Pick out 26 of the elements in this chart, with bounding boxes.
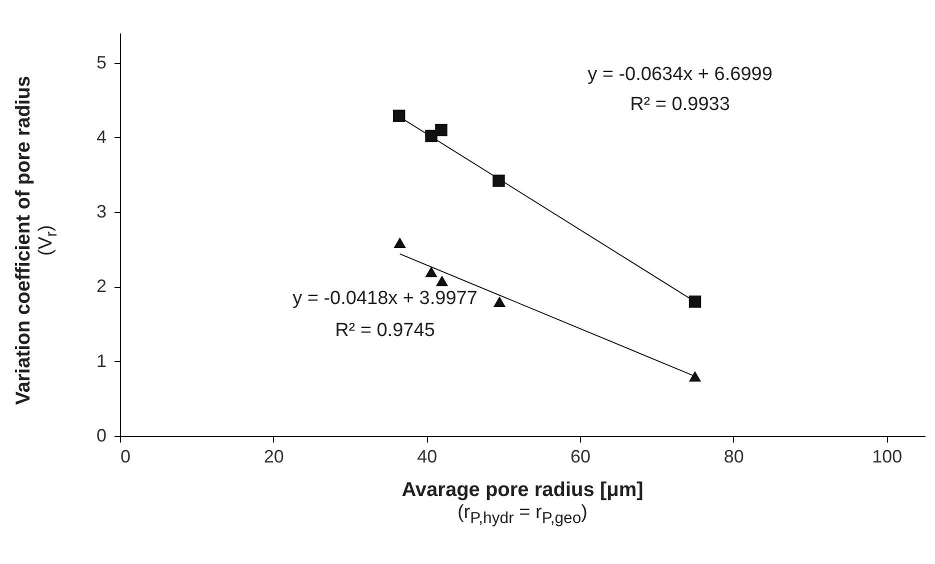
point [493,296,506,307]
y-tick-label: 1 [96,350,106,371]
point [394,237,406,248]
annotation: y = -0.0418x + 3.9977 [292,288,478,310]
point [492,174,505,187]
x-tick-label: 80 [724,446,744,466]
point [436,275,448,286]
x-tick-label: 100 [872,446,902,466]
point [435,124,448,136]
y-tick-label: 2 [96,276,106,296]
annotation: R² = 0.9933 [630,94,730,116]
x-tick-label: 60 [570,446,591,466]
x-tick-label: 0 [120,446,131,466]
annotation: y = -0.0634x + 6.6999 [588,64,772,86]
annotation: R² = 0.9745 [335,320,435,342]
y-tick-label: 5 [96,52,106,72]
x-axis-title: Avarage pore radius [μm] (r$_{P,hydr}$ = r$_{P,geo}$) [400,478,644,529]
x-tick-label: 40 [417,446,438,466]
y-tick-label: 4 [96,126,106,147]
point [392,110,406,122]
x-tick-label: 20 [264,446,284,466]
point [688,296,702,308]
point [425,266,438,278]
y-tick-label: 3 [96,202,106,222]
y-tick-label: 0 [96,426,106,446]
point [688,370,702,382]
